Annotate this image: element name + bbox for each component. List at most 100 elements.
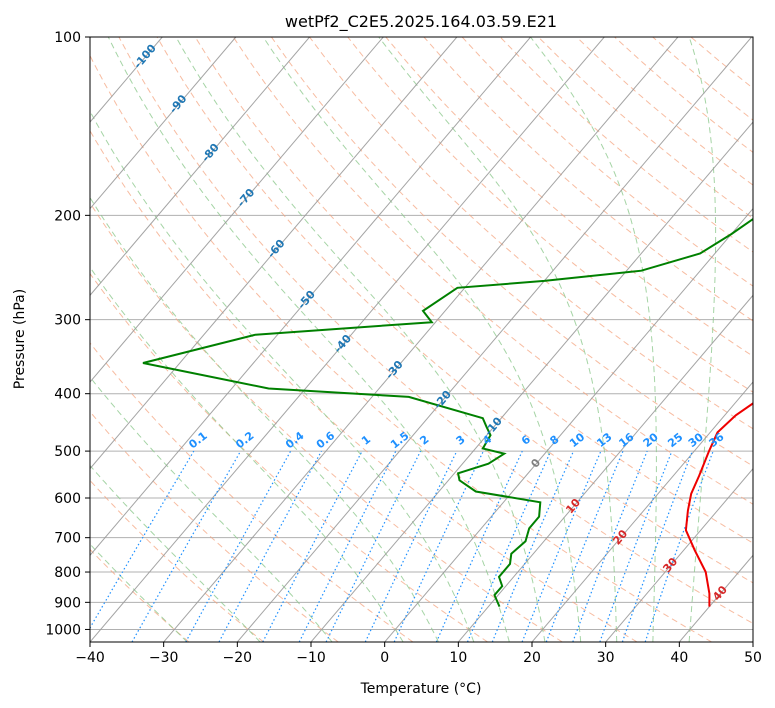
isotherm-line — [90, 37, 605, 642]
isotherm-line — [384, 207, 753, 642]
dry-adiabat — [576, 37, 753, 186]
dry-adiabat — [347, 37, 753, 393]
moist-adiabat — [107, 37, 510, 642]
moist-adiabat — [90, 376, 333, 642]
moist-adiabat — [175, 37, 546, 642]
mixing-ratio-line — [435, 450, 523, 642]
x-tick-label: −40 — [75, 650, 105, 666]
dry-adiabat — [270, 37, 753, 467]
y-tick-label: 1000 — [45, 622, 81, 638]
x-tick-label: −10 — [296, 650, 326, 666]
mixing-ratio-label: 20 — [641, 430, 661, 450]
mixing-ratio-label: 13 — [594, 430, 614, 450]
plot-frame — [89, 36, 754, 643]
y-tick-label: 600 — [54, 491, 81, 507]
mixing-ratio-line — [644, 450, 714, 642]
mixing-ratio-label: 30 — [686, 430, 706, 450]
y-tick-label: 300 — [54, 313, 81, 329]
mixing-ratio-label: 0.6 — [314, 429, 338, 451]
x-tick-label: 30 — [597, 650, 615, 666]
isotherm-line — [531, 381, 753, 642]
mixing-ratio-line — [491, 450, 575, 642]
y-axis: 100 200 300 400 500 600 700 800 900 1000 — [45, 30, 90, 638]
grid-layer — [90, 37, 753, 642]
mixing-ratio-line — [572, 450, 648, 642]
isotherm-line — [90, 37, 237, 210]
isotherm-line — [236, 37, 752, 642]
isotherm-line — [310, 121, 753, 642]
mixing-ratio-label: 0.1 — [186, 429, 209, 451]
isotherm-line — [752, 641, 753, 642]
dry-adiabat — [423, 37, 753, 322]
mixing-ratio-line — [466, 450, 552, 642]
mixing-ratio-label: 1 — [359, 433, 373, 448]
mixing-ratio-line — [90, 450, 195, 630]
dry-adiabat — [90, 410, 339, 642]
moist-adiabat — [688, 37, 717, 642]
dry-adiabat — [90, 548, 190, 642]
dry-adiabat — [194, 37, 753, 544]
x-tick-label: 20 — [523, 650, 541, 666]
mixing-ratio-line — [621, 450, 693, 642]
mixing-ratio-label: 10 — [567, 430, 587, 450]
dry-adiabat — [461, 37, 753, 287]
dry-adiabat — [90, 202, 563, 642]
mixing-ratio-label: 8 — [547, 433, 561, 448]
mixing-ratio-line — [393, 450, 484, 642]
dry-adiabat — [652, 37, 753, 121]
mixing-ratio-line — [185, 450, 292, 642]
x-tick-label: −20 — [223, 650, 253, 666]
moist-adiabat — [262, 37, 582, 642]
temperature-profile — [684, 402, 753, 607]
mixing-ratio-line — [521, 450, 602, 642]
dry-adiabat — [537, 37, 753, 219]
dry-adiabat — [118, 37, 753, 624]
mixing-ratio-line — [131, 450, 242, 642]
y-tick-label: 200 — [54, 208, 81, 224]
x-tick-label: 40 — [670, 650, 688, 666]
dry-adiabat — [90, 479, 264, 642]
x-tick-label: 10 — [449, 650, 467, 666]
mixing-ratio-label: 25 — [665, 430, 685, 450]
y-axis-title: Pressure (hPa) — [12, 289, 28, 389]
series-layer — [142, 217, 753, 607]
isotherm-line — [457, 294, 753, 642]
mixing-ratio-line — [298, 450, 397, 642]
dry-adiabat — [90, 129, 638, 642]
moist-adiabat — [90, 196, 439, 642]
y-tick-label: 500 — [54, 444, 81, 460]
y-tick-label: 700 — [54, 531, 81, 547]
moist-adiabat — [90, 110, 475, 642]
mixing-ratio-line — [218, 450, 323, 642]
isotherm-line — [90, 37, 531, 557]
isotherm-line — [605, 467, 753, 642]
mixing-ratio-line — [325, 450, 422, 642]
y-tick-label: 400 — [54, 387, 81, 403]
dry-adiabat — [90, 54, 712, 642]
mixing-ratio-label: 0.4 — [283, 429, 307, 451]
mixing-ratio-label: 0.2 — [233, 429, 256, 451]
isotherm-line — [90, 37, 384, 383]
dry-adiabat — [156, 37, 753, 584]
mixing-ratio-label: 6 — [519, 433, 533, 448]
dry-adiabat — [499, 37, 753, 253]
mixing-ratio-label: 16 — [616, 430, 636, 450]
dewpoint-profile — [142, 217, 753, 607]
mixing-ratio-line — [364, 450, 458, 642]
isotherm-line — [90, 37, 458, 470]
dry-adiabat — [232, 37, 753, 505]
x-tick-label: 50 — [744, 650, 762, 666]
x-tick-label: −30 — [149, 650, 179, 666]
isotherm-line — [678, 554, 753, 642]
dry-adiabat — [690, 37, 753, 89]
dry-adiabat — [90, 342, 414, 642]
y-tick-label: 100 — [54, 30, 81, 46]
y-tick-label: 900 — [54, 595, 81, 611]
dry-adiabat — [90, 272, 488, 642]
moist-adiabat — [90, 266, 404, 642]
mixing-ratio-line — [545, 450, 624, 642]
moist-adiabat — [530, 37, 657, 642]
moist-adiabat — [378, 37, 618, 642]
mixing-ratio-line — [262, 450, 363, 642]
